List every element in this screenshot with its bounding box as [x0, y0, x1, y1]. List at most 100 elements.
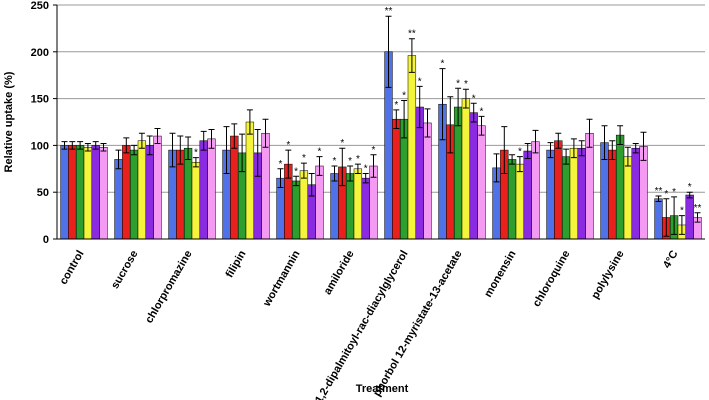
error-bar	[339, 147, 346, 187]
error-bar	[277, 168, 284, 189]
x-tick-label: monensin	[482, 248, 519, 299]
bar	[361, 177, 370, 240]
significance-mark: **	[655, 186, 663, 197]
error-bar	[138, 132, 145, 149]
significance-mark: *	[688, 182, 692, 193]
significance-mark: *	[664, 189, 668, 200]
bar	[477, 125, 486, 240]
bar	[569, 147, 579, 240]
bar	[423, 122, 432, 240]
significance-mark: *	[441, 59, 445, 70]
significance-mark: *	[472, 93, 476, 104]
bar	[75, 145, 85, 240]
significance-mark: *	[340, 138, 344, 149]
error-bar	[331, 165, 338, 182]
error-bar	[586, 118, 593, 148]
significance-mark: *	[456, 78, 460, 89]
error-bar	[385, 15, 392, 88]
error-bar	[308, 172, 315, 197]
error-bar	[455, 87, 462, 127]
error-bar	[416, 85, 423, 129]
error-bar	[401, 99, 408, 139]
error-bar	[185, 136, 192, 160]
significance-mark: *	[672, 187, 676, 198]
error-bar	[509, 154, 516, 165]
error-bar	[439, 68, 446, 141]
x-tick-label: phorbol 12-myristate-13-acetate	[371, 249, 465, 399]
significance-mark: *	[348, 156, 352, 167]
error-bar	[131, 144, 138, 156]
error-bar	[408, 38, 415, 73]
bar	[153, 135, 162, 240]
bar	[191, 161, 201, 240]
significance-mark: *	[402, 90, 406, 101]
x-axis-title: Treatment	[356, 383, 409, 395]
bar	[315, 165, 324, 240]
x-tick-label: amiloride	[322, 249, 357, 297]
x-tick-label: control	[58, 249, 87, 287]
y-tick-label: 50	[37, 187, 49, 199]
error-bar	[231, 123, 238, 149]
bar	[561, 156, 571, 240]
error-bar	[447, 96, 454, 154]
error-bar	[208, 128, 215, 149]
significance-mark: *	[356, 154, 360, 165]
y-tick-label: 100	[31, 140, 49, 152]
bar	[345, 173, 355, 240]
error-bar	[154, 128, 161, 145]
y-tick-label: 200	[31, 47, 49, 59]
bar	[145, 145, 154, 240]
error-bar	[347, 165, 354, 182]
bar	[230, 135, 239, 240]
error-bar	[547, 142, 554, 159]
bar	[531, 141, 540, 240]
bar	[469, 112, 478, 240]
x-tick-label: sucrose	[109, 249, 140, 292]
bar	[461, 98, 471, 240]
error-bar	[169, 132, 176, 168]
bar	[60, 145, 69, 240]
error-bar	[223, 126, 230, 174]
error-bar	[478, 115, 485, 136]
error-bar	[370, 154, 377, 178]
error-bar	[200, 130, 207, 151]
bar	[114, 159, 123, 240]
error-bar	[84, 143, 91, 152]
error-bar	[570, 138, 577, 159]
error-bar	[493, 153, 500, 183]
error-bar	[177, 135, 184, 165]
error-bar	[192, 157, 199, 168]
bar	[299, 170, 309, 240]
significance-mark: *	[333, 156, 337, 167]
bar	[207, 138, 216, 240]
bar	[585, 132, 594, 240]
significance-mark: *	[194, 148, 198, 159]
error-bar	[694, 212, 701, 223]
bar	[523, 150, 532, 240]
error-bar	[663, 198, 670, 237]
bar	[129, 149, 139, 240]
x-tick-label: filipin	[224, 248, 249, 280]
bar	[577, 147, 586, 240]
bar	[330, 173, 339, 240]
bar	[546, 149, 555, 240]
error-bar	[123, 137, 130, 154]
error-bar	[77, 141, 84, 150]
bar	[122, 145, 131, 240]
bar	[507, 159, 517, 240]
error-bar	[563, 148, 570, 165]
error-bar	[61, 141, 68, 150]
error-bar	[501, 126, 508, 174]
x-tick-label: polylysine	[589, 249, 626, 302]
error-bar	[632, 143, 639, 154]
bar	[353, 168, 363, 240]
error-bar	[601, 125, 608, 160]
x-tick-label: chloroquine	[531, 249, 573, 310]
error-bar	[362, 172, 369, 184]
x-tick-label: 1,2-dipalmitoyl-rac-diacylglycerol	[313, 249, 411, 400]
significance-mark: *	[364, 163, 368, 174]
error-bar	[555, 132, 562, 149]
y-axis-title: Relative uptake (%)	[3, 71, 15, 172]
error-bar	[285, 149, 292, 179]
